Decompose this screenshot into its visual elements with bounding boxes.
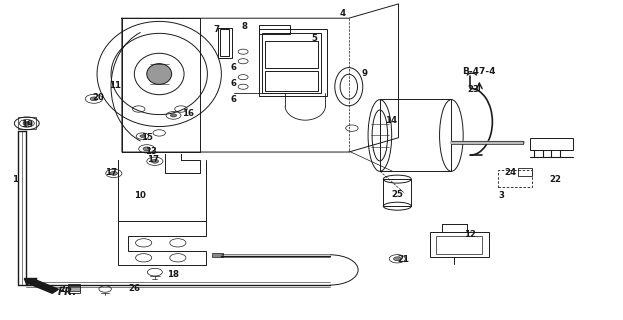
Bar xyxy=(68,286,80,291)
Text: 6: 6 xyxy=(231,63,237,72)
Text: 15: 15 xyxy=(141,132,153,141)
Bar xyxy=(259,29,327,96)
Text: 8: 8 xyxy=(242,22,248,31)
Text: 10: 10 xyxy=(135,191,146,200)
Bar xyxy=(18,117,36,129)
Text: 13: 13 xyxy=(145,147,157,156)
Bar xyxy=(530,138,573,150)
Text: 17: 17 xyxy=(147,155,159,164)
Text: 6: 6 xyxy=(231,95,237,104)
Circle shape xyxy=(140,135,145,137)
Circle shape xyxy=(110,172,118,175)
Text: 16: 16 xyxy=(182,109,194,118)
Circle shape xyxy=(143,147,151,151)
Text: 25: 25 xyxy=(391,190,403,199)
Text: 12: 12 xyxy=(464,230,476,239)
Text: 18: 18 xyxy=(168,269,179,279)
FancyArrow shape xyxy=(24,278,59,293)
Bar xyxy=(218,28,232,58)
Text: 23: 23 xyxy=(467,85,479,94)
Text: 1: 1 xyxy=(12,175,18,184)
Bar xyxy=(518,168,532,176)
Text: 5: 5 xyxy=(312,35,317,44)
Bar xyxy=(383,179,411,206)
Text: 26: 26 xyxy=(128,284,140,293)
Text: 11: 11 xyxy=(110,81,121,90)
Circle shape xyxy=(171,114,176,117)
Bar xyxy=(68,284,80,293)
Bar xyxy=(436,236,482,254)
Text: 19: 19 xyxy=(21,120,33,129)
Text: 4: 4 xyxy=(340,9,346,18)
Bar xyxy=(212,253,223,258)
Text: 7: 7 xyxy=(213,25,219,34)
Bar xyxy=(265,71,318,92)
Text: 20: 20 xyxy=(93,93,105,102)
Text: FR.: FR. xyxy=(58,287,77,297)
Text: B-47-4: B-47-4 xyxy=(463,67,496,76)
Bar xyxy=(265,41,318,68)
Ellipse shape xyxy=(147,64,172,84)
Bar xyxy=(259,25,290,34)
Text: 14: 14 xyxy=(385,116,397,125)
Circle shape xyxy=(151,159,159,163)
Text: 22: 22 xyxy=(549,175,561,184)
Text: 6: 6 xyxy=(231,79,237,88)
Circle shape xyxy=(90,97,98,101)
Text: 3: 3 xyxy=(498,190,504,200)
Circle shape xyxy=(394,257,401,261)
Text: 17: 17 xyxy=(105,168,117,177)
Bar xyxy=(220,29,229,56)
Text: 24: 24 xyxy=(504,168,516,177)
Bar xyxy=(430,232,488,257)
Circle shape xyxy=(23,122,31,125)
Text: 21: 21 xyxy=(397,255,409,264)
Text: 9: 9 xyxy=(361,69,367,78)
Text: 2: 2 xyxy=(60,285,66,294)
Bar xyxy=(262,33,321,93)
Bar xyxy=(380,100,451,171)
